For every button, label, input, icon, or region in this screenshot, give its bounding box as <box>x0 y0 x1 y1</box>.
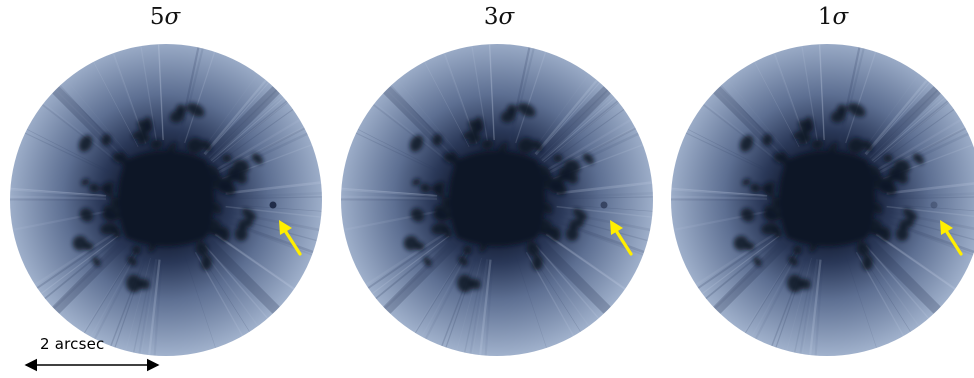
panel-title-symbol: σ <box>164 4 181 30</box>
companion-spot <box>269 201 277 209</box>
companion-spot <box>600 201 608 209</box>
speckle-halo <box>733 103 925 293</box>
radial-streaks <box>10 44 322 356</box>
image-panel-5sigma <box>10 44 322 356</box>
image-panel-3sigma <box>341 44 653 356</box>
image-panel-1sigma <box>671 44 974 356</box>
arrow-marker <box>279 220 302 256</box>
panel-title-number: 3 <box>483 4 499 30</box>
panel-title-1sigma: 1σ <box>773 4 893 30</box>
panel-title-number: 5 <box>149 4 165 30</box>
panel-title-5sigma: 5σ <box>105 4 225 30</box>
arrow-marker <box>610 220 633 256</box>
radial-streaks <box>671 44 974 356</box>
panel-title-number: 1 <box>817 4 833 30</box>
speckle-halo <box>403 103 595 293</box>
panel-title-3sigma: 3σ <box>439 4 559 30</box>
speckle-halo <box>72 103 264 293</box>
arrow-marker <box>940 220 963 256</box>
companion-spot <box>930 201 938 209</box>
panel-title-symbol: σ <box>498 4 515 30</box>
scale-bar <box>24 358 160 372</box>
panel-title-symbol: σ <box>832 4 849 30</box>
scale-bar-label: 2 arcsec <box>40 335 105 353</box>
